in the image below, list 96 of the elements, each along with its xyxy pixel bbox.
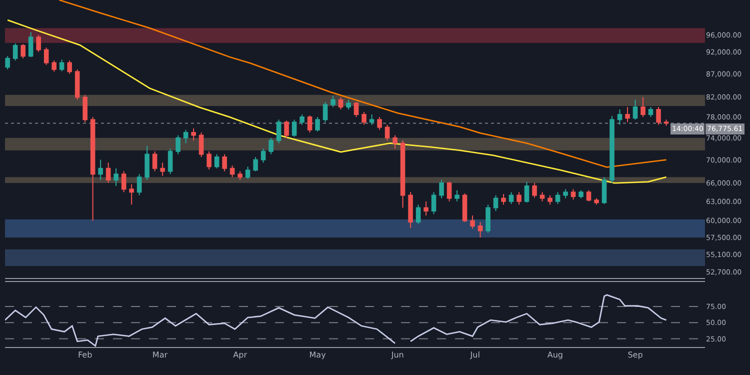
line-series	[6, 19, 667, 184]
candlestick	[5, 56, 10, 70]
candlestick	[322, 102, 328, 123]
candlestick	[98, 159, 103, 181]
x-tick-label: May	[309, 350, 326, 360]
candlestick	[198, 132, 204, 158]
candlestick	[206, 150, 212, 170]
candlestick	[276, 119, 282, 144]
x-tick-label: Sep	[628, 350, 643, 360]
candlestick	[300, 114, 304, 126]
candlestick	[439, 180, 444, 199]
candlestick	[338, 96, 344, 110]
candlestick	[431, 192, 436, 215]
candlestick	[106, 162, 111, 184]
candlestick	[67, 60, 72, 74]
candlestick	[377, 116, 382, 130]
candlestick	[59, 59, 64, 72]
candlestick	[400, 140, 406, 208]
candlestick	[354, 102, 359, 118]
candlestick	[416, 204, 421, 224]
candlestick	[253, 156, 258, 172]
x-tick-label: Aug	[547, 350, 563, 360]
candlestick	[454, 190, 460, 202]
candlestick	[121, 170, 126, 193]
candlestick	[578, 190, 584, 199]
candlestick	[284, 120, 289, 138]
candlestick	[648, 106, 654, 118]
candlestick	[362, 112, 366, 126]
line-series	[58, 0, 667, 168]
candlestick	[136, 174, 142, 196]
candlestick	[144, 145, 150, 181]
candlestick	[268, 137, 274, 155]
candlestick	[82, 94, 88, 123]
candlestick	[183, 129, 188, 144]
candlestick	[384, 124, 390, 142]
x-tick-label: Mar	[152, 350, 168, 360]
candlestick	[446, 181, 452, 202]
candlestick	[493, 194, 498, 212]
candlestick	[640, 96, 646, 118]
candlestick	[501, 193, 506, 206]
candlestick	[191, 128, 196, 142]
candlestick	[90, 116, 96, 222]
candlestick	[610, 116, 614, 184]
candlestick	[532, 182, 537, 198]
candlestick	[160, 162, 165, 176]
candlestick	[245, 166, 250, 180]
x-tick-label: Jul	[469, 350, 480, 360]
candlestick	[36, 34, 41, 52]
candlestick	[632, 99, 638, 120]
candlestick	[408, 192, 413, 229]
candlestick	[540, 192, 545, 202]
candlestick	[74, 68, 80, 100]
candlestick	[516, 192, 522, 206]
candlestick	[486, 204, 490, 234]
candlestick	[524, 181, 530, 204]
candlestick	[230, 164, 235, 178]
candlestick	[238, 170, 242, 181]
candlestick	[129, 184, 134, 206]
candlestick	[52, 60, 56, 72]
candlestick	[392, 134, 398, 150]
x-tick-label: Feb	[78, 350, 92, 360]
candlestick	[12, 42, 18, 62]
candlestick	[260, 148, 266, 164]
candlestick	[602, 176, 607, 204]
candlestick	[369, 114, 374, 126]
candlestick	[563, 188, 568, 199]
candlestick	[152, 150, 158, 172]
candlestick	[555, 192, 560, 204]
candlestick	[28, 32, 34, 58]
candlestick	[222, 154, 227, 172]
x-tick-label: Apr	[233, 350, 248, 360]
candlestick	[20, 44, 26, 59]
candlestick	[168, 148, 173, 175]
candlestick	[114, 168, 118, 187]
candlestick	[346, 99, 351, 110]
x-tick-label: Jun	[390, 350, 404, 360]
candlestick	[664, 119, 669, 126]
candlestick	[594, 198, 599, 206]
candlestick	[44, 47, 49, 66]
candlestick	[508, 192, 514, 204]
candlestick	[548, 194, 552, 206]
candlestick	[424, 200, 428, 216]
candlestick	[330, 95, 336, 108]
candlestick	[656, 106, 661, 126]
candlestick	[586, 190, 592, 202]
candlestick	[470, 214, 475, 230]
candlestick	[214, 154, 220, 169]
candlestick	[307, 115, 312, 134]
candlestick	[625, 106, 630, 123]
candlestick	[292, 119, 297, 138]
candlestick	[617, 109, 622, 126]
candlestick	[478, 222, 483, 238]
candlestick	[176, 134, 180, 155]
candlestick	[462, 192, 468, 223]
candlestick	[570, 188, 576, 200]
candlestick	[315, 116, 320, 132]
